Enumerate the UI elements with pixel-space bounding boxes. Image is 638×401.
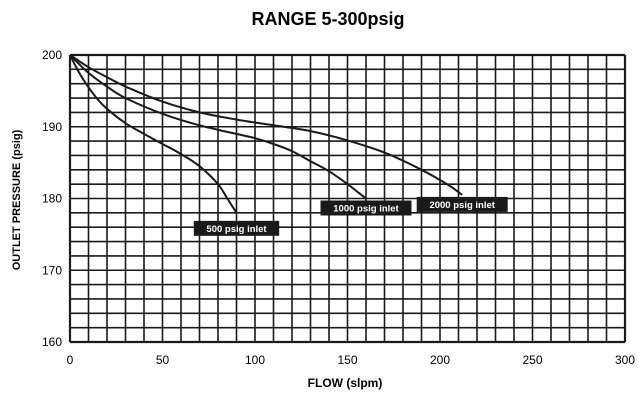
y-tick-label: 160 bbox=[42, 335, 62, 349]
y-axis-label: OUTLET PRESSURE (psig) bbox=[11, 129, 23, 270]
annotations: 500 psig inlet 1000 psig inlet 2000 psig i… bbox=[193, 196, 508, 236]
annotation-text: 1000 psig inlet bbox=[333, 204, 399, 215]
x-tick-label: 50 bbox=[156, 353, 170, 367]
annotation-text: 2000 psig inlet bbox=[429, 200, 495, 211]
y-tick-label: 180 bbox=[42, 192, 62, 206]
series bbox=[69, 54, 463, 214]
annotation-label-3: 2000 psig inlet bbox=[416, 196, 508, 212]
annotation-box bbox=[416, 196, 508, 212]
annotation-label-2: 1000 psig inlet bbox=[320, 200, 412, 216]
series-line-2 bbox=[69, 54, 367, 200]
chart-title: RANGE 5-300psig bbox=[251, 9, 404, 29]
grid bbox=[68, 53, 627, 344]
annotation-box bbox=[320, 200, 412, 216]
x-tick-label: 150 bbox=[337, 353, 357, 367]
annotation-text: 500 psig inlet bbox=[206, 224, 267, 235]
tick-labels: 0 50 100 150 200 250 300 160 170 180 190 200 bbox=[42, 48, 635, 367]
x-axis-label: FLOW (slpm) bbox=[308, 376, 383, 390]
x-tick-label: 200 bbox=[430, 353, 450, 367]
x-tick-label: 0 bbox=[67, 353, 74, 367]
x-tick-label: 100 bbox=[245, 353, 265, 367]
annotation-box bbox=[193, 220, 280, 236]
y-tick-label: 170 bbox=[42, 263, 62, 277]
x-tick-label: 250 bbox=[522, 353, 542, 367]
series-line-1 bbox=[69, 54, 238, 214]
y-tick-label: 190 bbox=[42, 120, 62, 134]
series-line-3 bbox=[69, 54, 463, 196]
annotation-label-1: 500 psig inlet bbox=[193, 220, 280, 236]
y-tick-label: 200 bbox=[42, 48, 62, 62]
x-tick-label: 300 bbox=[615, 353, 635, 367]
